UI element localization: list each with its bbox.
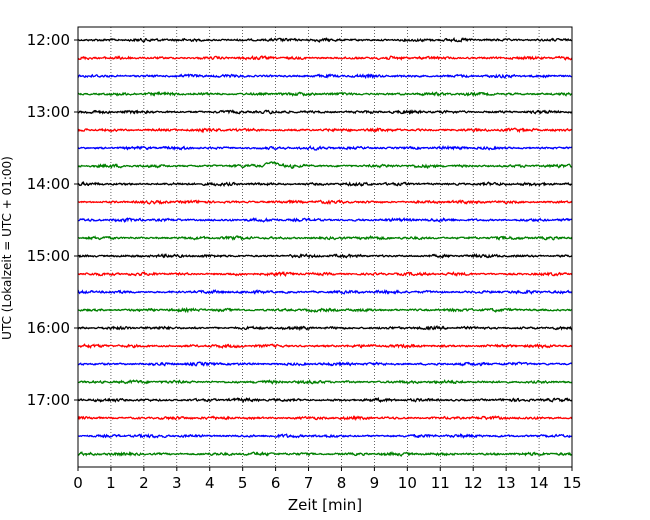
y-axis-ticks: 12:00 13:00 14:00 15:00 16:00 17:00 [27, 31, 78, 409]
x-tick-label: 6 [271, 474, 281, 492]
trace-1700 [77, 396, 573, 404]
x-tick-label: 15 [562, 474, 581, 492]
y-axis-label: UTC (Lokalzeit = UTC + 01:00) [0, 156, 14, 340]
x-tick-label: 1 [106, 474, 116, 492]
x-tick-label: 13 [497, 474, 516, 492]
y-tick-label: 17:00 [27, 391, 70, 409]
trace-1200 [77, 36, 573, 43]
trace-1515 [77, 270, 573, 277]
trace-1600 [77, 325, 573, 332]
x-tick-label: 3 [172, 474, 182, 492]
x-tick-label: 2 [139, 474, 149, 492]
x-tick-label: 7 [304, 474, 314, 492]
trace-1245 [77, 91, 573, 97]
trace-1230 [77, 73, 573, 80]
trace-1545 [77, 306, 573, 314]
y-tick-label: 16:00 [27, 319, 70, 337]
x-tick-label: 10 [398, 474, 417, 492]
trace-1345 [77, 161, 573, 170]
x-tick-label: 4 [205, 474, 215, 492]
x-axis-label: Zeit [min] [288, 496, 362, 514]
trace-1315 [77, 127, 573, 134]
x-tick-label: 11 [431, 474, 450, 492]
trace-1300 [77, 109, 573, 115]
x-tick-label: 5 [238, 474, 248, 492]
trace-1715 [77, 415, 573, 421]
x-tick-label: 8 [337, 474, 347, 492]
trace-1530 [77, 288, 573, 295]
trace-1215 [77, 54, 573, 61]
trace-1415 [77, 199, 573, 205]
y-tick-label: 15:00 [27, 247, 70, 265]
trace-1615 [77, 343, 573, 350]
trace-group [77, 36, 573, 457]
x-tick-label: 14 [530, 474, 549, 492]
grid-lines [110, 27, 540, 467]
trace-1330 [77, 144, 573, 151]
x-axis-ticks: 0 1 2 3 4 5 6 7 8 9 10 11 12 13 14 15 [73, 467, 582, 492]
y-tick-label: 13:00 [27, 103, 70, 121]
x-tick-label: 12 [464, 474, 483, 492]
trace-1645 [77, 378, 573, 385]
trace-1500 [77, 253, 573, 259]
trace-1430 [77, 217, 573, 224]
y-tick-label: 12:00 [27, 31, 70, 49]
trace-1630 [77, 361, 573, 367]
x-tick-label: 9 [370, 474, 380, 492]
trace-1400 [77, 180, 573, 188]
trace-1745 [77, 450, 573, 457]
y-tick-label: 14:00 [27, 175, 70, 193]
x-tick-label: 0 [73, 474, 83, 492]
plot-frame [77, 26, 573, 468]
trace-1445 [78, 234, 573, 241]
trace-1730 [77, 432, 573, 439]
